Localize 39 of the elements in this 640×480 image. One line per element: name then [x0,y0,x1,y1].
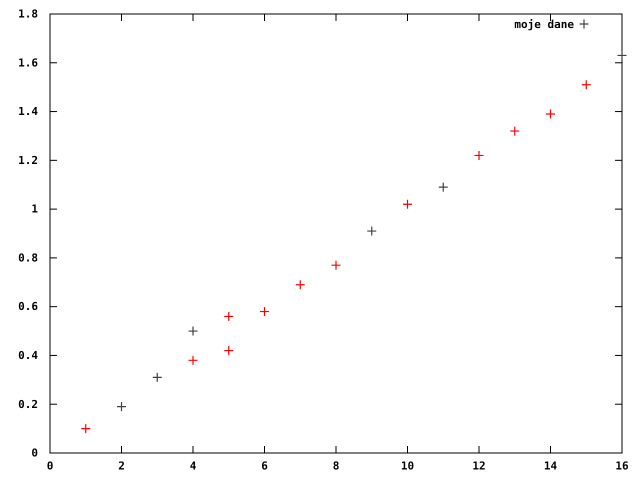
point [510,126,520,136]
point [295,280,306,290]
x-tick-label: 0 [46,459,54,472]
y-tick-label: 1.2 [18,154,38,167]
point [366,226,377,236]
y-tick-label: 1 [31,202,38,216]
legend: moje dane [514,18,590,31]
point [224,311,234,322]
point [80,424,91,434]
x-tick-label: 12 [472,459,486,472]
y-tick-label: 1.8 [18,8,38,21]
point [581,80,592,90]
x-tick-label: 4 [190,459,197,472]
point [152,372,162,382]
legend-label: moje dane [514,18,574,31]
y-tick-label: 0.6 [18,300,38,314]
y-tick-label: 0.2 [18,398,38,411]
point [188,355,198,366]
x-tick-label: 2 [118,459,125,472]
point [438,182,448,192]
x-tick-label: 16 [615,459,629,472]
x-tick-label: 6 [261,459,268,472]
point [224,345,234,356]
point [474,150,484,161]
point [259,306,270,317]
y-tick-label: 0.4 [18,348,38,362]
point [402,199,413,210]
point [616,50,628,61]
y-tick-label: 1.6 [18,56,38,70]
point [330,260,342,270]
y-tick-label: 0.8 [18,251,38,264]
y-tick-label: 0 [31,446,38,460]
point [188,326,198,336]
point [116,402,127,412]
y-tick-label: 1.4 [18,105,38,118]
x-tick-label: 8 [332,459,340,472]
x-tick-label: 10 [400,459,414,472]
point [545,108,556,120]
x-tick-label: 14 [544,459,558,472]
